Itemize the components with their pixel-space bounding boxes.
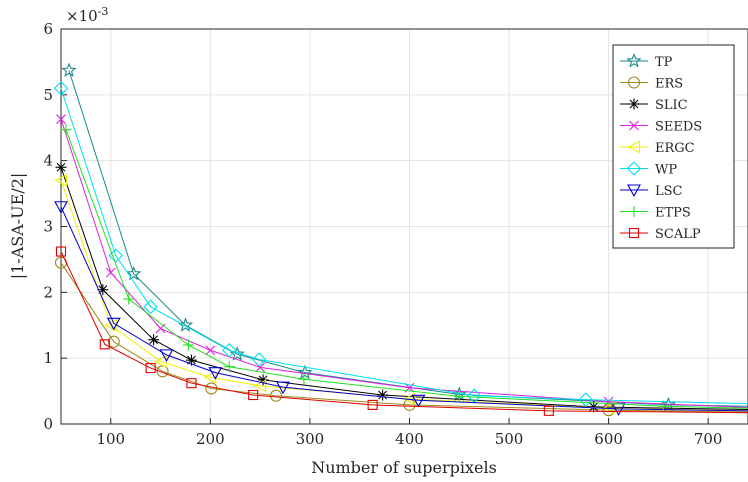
legend-marker <box>628 98 640 110</box>
data-point <box>251 352 267 367</box>
legend-item: WP <box>620 161 677 178</box>
legend-label: ERS <box>655 77 683 92</box>
x-tick-label: 200 <box>196 430 225 448</box>
data-point <box>145 362 156 374</box>
data-point <box>54 201 68 214</box>
data-point <box>297 364 313 380</box>
data-point <box>657 400 669 412</box>
data-point <box>377 389 389 401</box>
y-axis-exponent: ×10-3 <box>66 5 108 25</box>
data-point <box>453 390 465 402</box>
legend-item: ERGC <box>620 140 695 156</box>
y-axis-title: |1-ASA-UE/2| <box>8 173 27 280</box>
data-point <box>248 389 259 401</box>
data-point <box>208 367 223 380</box>
series-line <box>60 88 748 405</box>
legend-label: LSC <box>655 184 683 199</box>
legend-item: SCALP <box>620 227 701 242</box>
data-point <box>126 265 142 281</box>
x-tick-label: 500 <box>495 430 524 448</box>
data-point <box>153 355 167 368</box>
y-tick-label: 3 <box>43 218 53 236</box>
data-point <box>298 373 310 385</box>
legend-item: ETPS <box>620 206 691 221</box>
data-point <box>603 396 614 407</box>
data-point <box>270 389 283 402</box>
data-point <box>276 381 290 395</box>
legend-label: WP <box>655 163 677 178</box>
axes: 100 200 300 400 500 600 700 0 1 2 3 4 5 6 <box>43 20 722 448</box>
series-line <box>60 251 748 414</box>
data-point <box>156 365 169 378</box>
data-point <box>60 124 72 136</box>
data-point <box>55 161 67 173</box>
data-point <box>411 394 426 408</box>
data-point <box>106 317 121 331</box>
legend-item: SEEDS <box>620 120 702 135</box>
data-point <box>229 346 245 361</box>
legend-label: SCALP <box>655 227 701 242</box>
x-axis-title: Number of superpixels <box>311 458 497 477</box>
data-point <box>253 379 267 393</box>
legend-marker <box>626 161 642 176</box>
legend-item: SLIC <box>620 98 688 113</box>
series-ers <box>54 256 748 417</box>
series-line <box>60 167 748 411</box>
y-tick-label: 0 <box>43 415 53 433</box>
y-tick-label: 4 <box>43 152 53 170</box>
series-etps <box>60 124 748 412</box>
legend-label: ETPS <box>655 206 691 221</box>
legend-marker <box>629 120 639 131</box>
legend-label: SLIC <box>655 98 688 113</box>
data-point <box>221 342 237 358</box>
data-point <box>159 349 174 363</box>
y-tick-label: 5 <box>43 86 53 104</box>
legend-label: TP <box>655 55 673 70</box>
legend-marker <box>628 206 640 217</box>
data-point <box>367 399 378 410</box>
legend-item: LSC <box>620 184 683 199</box>
series-layer <box>53 62 748 417</box>
x-tick-label: 100 <box>96 430 125 448</box>
data-point <box>205 345 216 356</box>
legend-marker <box>626 52 642 68</box>
legend-marker <box>628 227 640 239</box>
y-tick-label: 2 <box>43 283 53 301</box>
legend-marker <box>627 184 641 198</box>
legend-label: ERGC <box>655 141 695 156</box>
series-line <box>60 206 748 412</box>
x-tick-label: 400 <box>395 430 424 448</box>
data-point <box>54 174 68 187</box>
x-tick-label: 600 <box>594 430 623 448</box>
data-point <box>543 405 554 416</box>
y-tick-label: 1 <box>43 349 53 367</box>
legend-item: TP <box>620 52 673 70</box>
data-point <box>578 392 593 407</box>
data-point <box>105 267 116 278</box>
x-tick-label: 700 <box>694 430 723 448</box>
legend-marker <box>627 76 641 89</box>
series-line <box>60 262 748 413</box>
data-point <box>61 62 77 77</box>
series-scalp <box>55 246 748 416</box>
data-point <box>148 334 160 346</box>
data-point <box>186 378 197 389</box>
legend: TP ERS SLIC SEEDS ERGC WP LSC ETPS SCALP <box>612 44 735 249</box>
data-point <box>53 80 69 96</box>
legend-label: SEEDS <box>655 120 702 135</box>
y-tick-label: 6 <box>43 20 53 38</box>
data-point <box>56 114 66 125</box>
data-point <box>223 361 235 373</box>
legend-marker <box>627 140 641 154</box>
data-point <box>55 246 67 257</box>
series-line <box>65 129 748 409</box>
x-tick-label: 300 <box>296 430 325 448</box>
legend-item: ERS <box>620 76 683 92</box>
data-point <box>107 335 120 348</box>
data-point <box>99 339 110 350</box>
data-point <box>143 299 158 315</box>
data-point <box>123 293 135 305</box>
data-point <box>182 339 194 351</box>
